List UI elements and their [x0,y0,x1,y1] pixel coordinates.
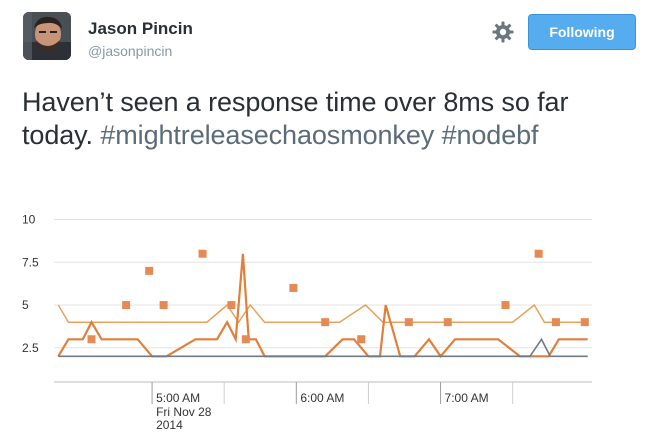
x-tick-label: 6:00 AM [300,391,344,405]
data-point [551,318,560,327]
avatar-image [23,12,71,60]
data-point [159,301,168,310]
tweet-body: Haven’t seen a response time over 8ms so… [22,87,569,150]
x-date-label: Fri Nov 28 [156,405,212,419]
data-point [580,318,589,327]
hashtag-link[interactable]: #mightreleasechaosmonkey [100,120,435,150]
avatar[interactable] [23,12,71,60]
data-point [241,335,250,344]
x-date-label: 2014 [156,418,183,432]
response-time-chart: 10 7.5 5 2.5 5:00 AM 6:00 AM 7:00 AM Fri Nov 28… [22,213,592,432]
screen-name[interactable]: @jasonpincin [88,43,173,59]
x-tick-label: 7:00 AM [445,391,489,405]
tweet-text: Haven’t seen a response time over 8ms so… [22,86,632,152]
data-point [198,249,207,258]
data-point [501,301,510,310]
data-point [122,301,131,310]
following-button[interactable]: Following [528,14,636,50]
data-point [227,301,236,310]
y-tick-label: 10 [22,213,36,227]
x-tick-label: 5:00 AM [156,391,200,405]
hashtag-link[interactable]: #nodebf [441,120,539,150]
y-tick-label: 7.5 [22,255,39,269]
data-point [321,318,330,327]
data-point [357,335,366,344]
y-tick-label: 2.5 [22,341,39,355]
series-line [57,303,588,324]
display-name[interactable]: Jason Pincin [88,19,193,38]
data-point [289,283,298,292]
data-point [87,335,96,344]
y-tick-label: 5 [22,298,29,312]
data-point [443,318,452,327]
data-point [145,266,154,275]
series-line [58,337,588,358]
data-point [534,249,543,258]
data-point [404,318,413,327]
gear-icon[interactable] [491,20,515,44]
